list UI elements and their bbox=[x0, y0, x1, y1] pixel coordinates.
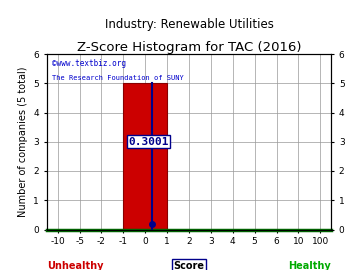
Text: Unhealthy: Unhealthy bbox=[47, 261, 103, 270]
Bar bbox=[123, 83, 167, 230]
Text: ©www.textbiz.org: ©www.textbiz.org bbox=[53, 59, 126, 68]
Text: 0.3001: 0.3001 bbox=[128, 137, 169, 147]
Text: Industry: Renewable Utilities: Industry: Renewable Utilities bbox=[104, 18, 274, 31]
Y-axis label: Number of companies (5 total): Number of companies (5 total) bbox=[18, 66, 28, 217]
Title: Z-Score Histogram for TAC (2016): Z-Score Histogram for TAC (2016) bbox=[77, 41, 301, 54]
Text: Score: Score bbox=[174, 261, 204, 270]
Text: The Research Foundation of SUNY: The Research Foundation of SUNY bbox=[53, 75, 184, 81]
Text: Healthy: Healthy bbox=[288, 261, 331, 270]
